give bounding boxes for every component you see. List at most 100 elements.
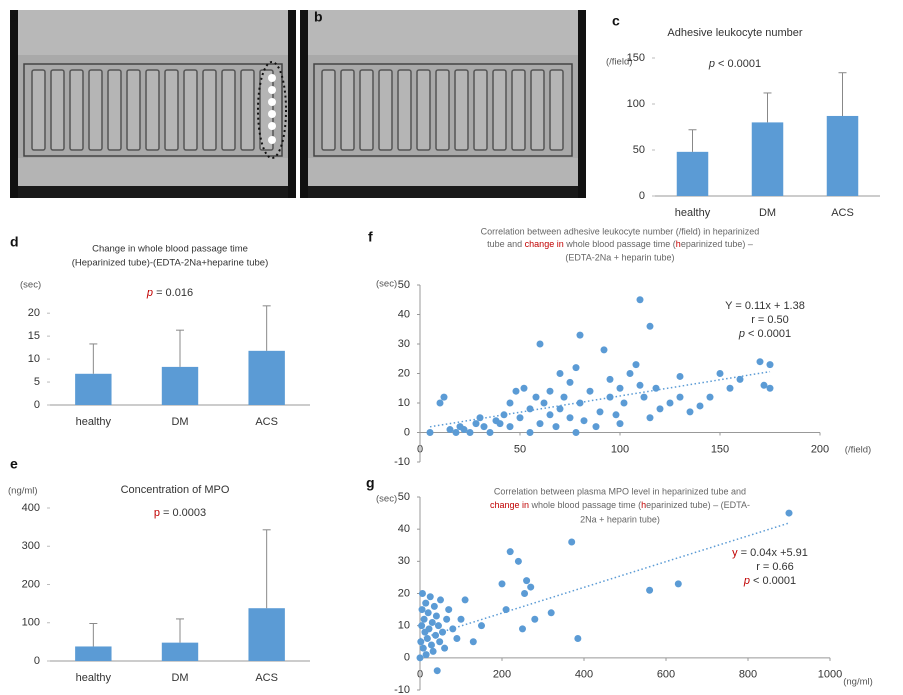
text-part: < 0.0001 [715, 58, 761, 70]
x-tick-label: healthy [76, 416, 112, 428]
point [636, 296, 644, 304]
point [523, 577, 531, 585]
point [480, 423, 488, 431]
point [457, 615, 465, 623]
y-tick-label: 20 [398, 367, 410, 379]
x-tick-label: 200 [811, 443, 829, 455]
x-tick-label: 1000 [818, 669, 842, 681]
channel [511, 69, 526, 151]
point [606, 375, 614, 383]
point [526, 405, 534, 413]
point [676, 372, 684, 380]
point [536, 420, 544, 428]
y-tick-label: 40 [398, 308, 410, 320]
annotation: p < 0.0001 [743, 575, 796, 587]
point [536, 340, 544, 348]
annotation: r = 0.50 [751, 314, 789, 326]
panel-label: a [10, 9, 18, 25]
point [766, 384, 774, 392]
y-tick-label: 0 [34, 399, 40, 411]
point [498, 580, 506, 588]
point [566, 378, 574, 386]
annotation: y = 0.04x +5.91 [732, 547, 808, 559]
point [592, 423, 600, 431]
point [446, 426, 454, 434]
point [430, 602, 438, 610]
y-tick-label: 50 [633, 144, 645, 156]
image-band [10, 158, 296, 188]
point [514, 557, 522, 565]
bar [751, 122, 784, 196]
dark-edge [10, 10, 18, 198]
point [616, 384, 624, 392]
point [540, 399, 548, 407]
panel-label: f [368, 229, 373, 245]
channel [340, 69, 355, 151]
point [646, 586, 654, 594]
channel [69, 69, 84, 151]
axis-unit: (sec) [20, 280, 41, 291]
chart-title: (EDTA-2Na + heparin tube) [565, 252, 674, 262]
bar [676, 151, 709, 196]
channel [454, 69, 469, 151]
dark-edge [10, 186, 296, 198]
channel [107, 69, 122, 151]
y-tick-label: 40 [398, 523, 410, 535]
annotation: p = 0.016 [146, 287, 193, 299]
y-tick-label: 10 [28, 353, 40, 365]
text-part: = 0.0003 [160, 507, 206, 519]
micrograph [300, 10, 586, 198]
channel [50, 69, 65, 151]
y-tick-label: -10 [394, 456, 410, 468]
y-tick-label: -10 [394, 684, 410, 695]
point [576, 399, 584, 407]
y-tick-label: 100 [22, 617, 40, 629]
point [417, 638, 425, 646]
panel-label: e [10, 456, 18, 472]
chart-title: Change in whole blood passage time [92, 244, 248, 255]
point [437, 596, 444, 604]
annotation: r = 0.66 [756, 561, 794, 573]
dam [313, 63, 573, 157]
point [520, 384, 528, 392]
x-tick-label: DM [171, 416, 188, 428]
channel [530, 69, 545, 151]
dark-edge [578, 10, 586, 198]
point [546, 411, 554, 419]
point [546, 387, 554, 395]
point [527, 583, 535, 591]
point [521, 590, 529, 597]
y-tick-label: 30 [398, 555, 410, 567]
point [560, 393, 568, 401]
trendline [429, 370, 771, 428]
y-tick-label: 10 [398, 620, 410, 632]
channel [164, 69, 179, 151]
text-part: p [146, 287, 153, 299]
point [756, 358, 764, 366]
point [512, 387, 520, 395]
text-part: = 0.016 [153, 287, 193, 299]
point [736, 375, 744, 383]
chart-title: Adhesive leukocyte number [667, 27, 802, 39]
text-part: < 0.0001 [745, 328, 791, 340]
bar [161, 366, 199, 405]
axis-unit: (sec) [376, 279, 397, 290]
point [532, 393, 540, 401]
point [420, 615, 428, 623]
y-tick-label: 100 [627, 98, 645, 110]
x-tick-label: ACS [831, 207, 854, 219]
y-tick-label: 0 [34, 655, 40, 667]
text-part: whole blood passage time ( [529, 500, 641, 510]
point [496, 420, 504, 428]
bar [75, 646, 112, 661]
point [478, 622, 485, 630]
point [586, 387, 594, 395]
text-part: tube and [487, 239, 525, 249]
highlight [257, 61, 287, 159]
x-tick-label: 50 [514, 443, 526, 455]
point [443, 615, 451, 623]
point [476, 414, 484, 422]
point [460, 426, 468, 434]
y-tick-label: 5 [34, 376, 40, 388]
